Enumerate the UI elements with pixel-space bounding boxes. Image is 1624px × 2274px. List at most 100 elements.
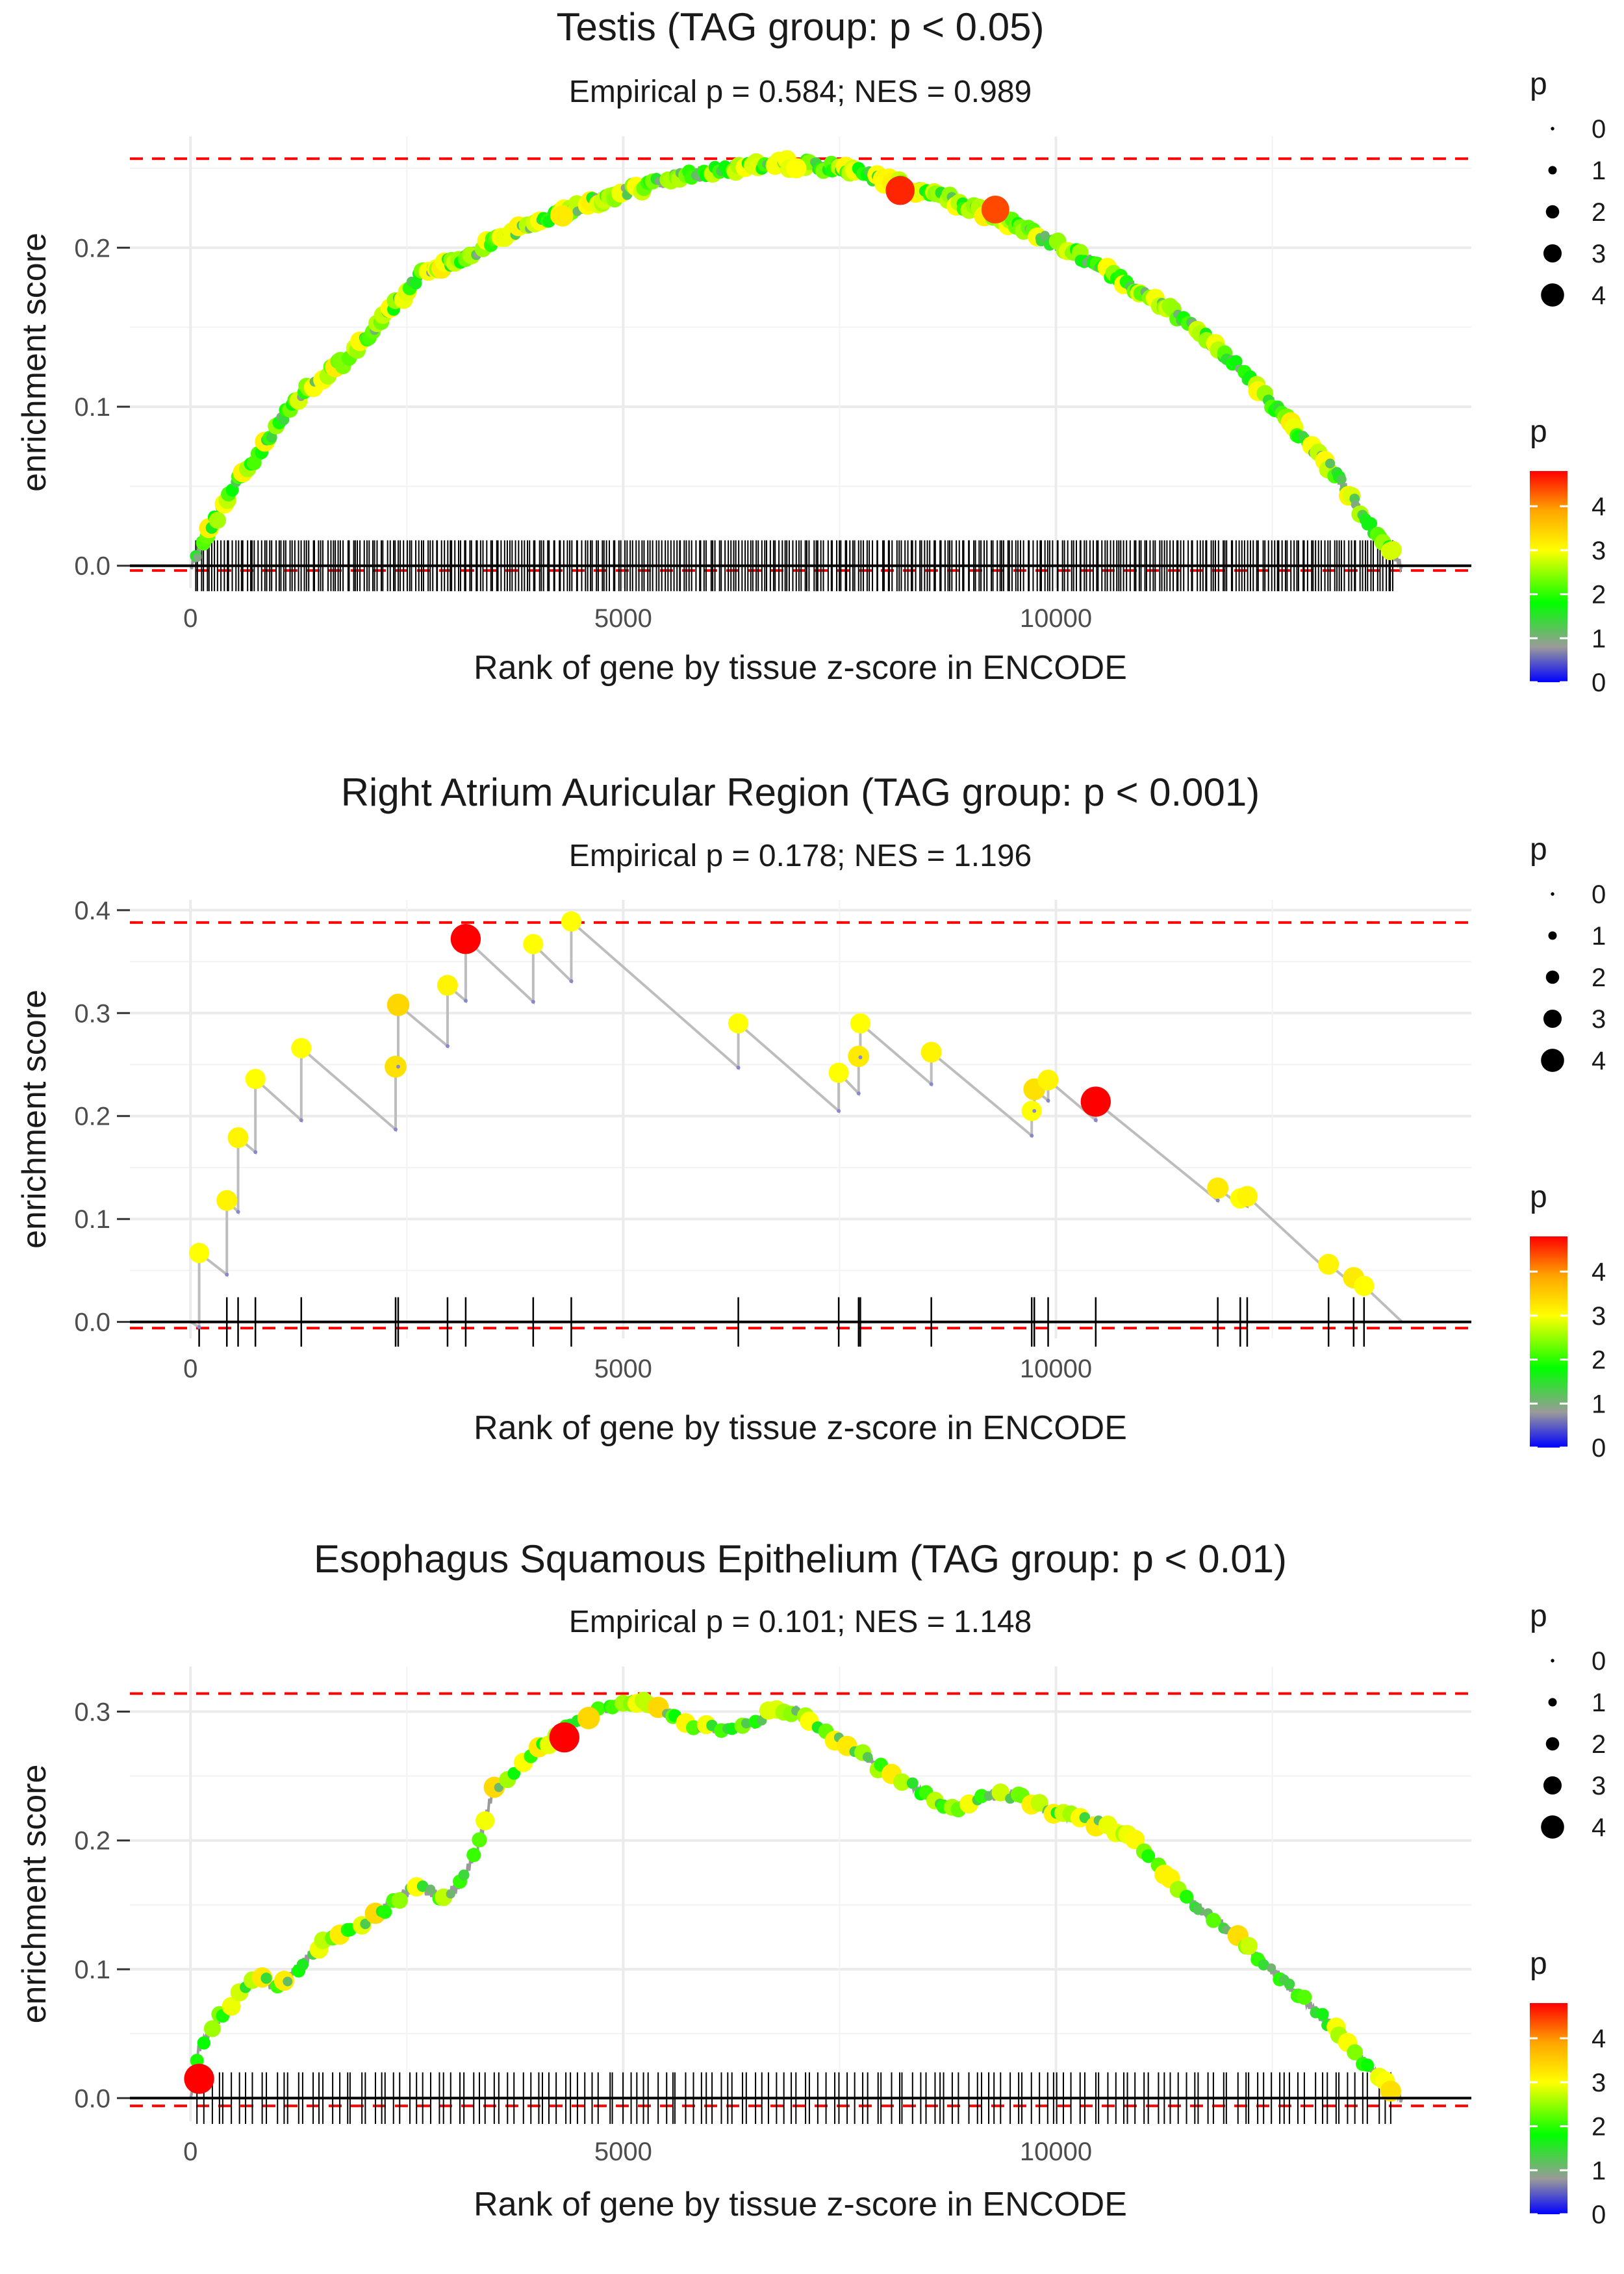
hit-point [216, 1190, 238, 1211]
miss-point [445, 1044, 450, 1048]
hit-point [1325, 458, 1336, 469]
size-legend-key [1541, 1815, 1564, 1839]
colorbar [1530, 2003, 1567, 2214]
hit-point [828, 1062, 849, 1083]
chart-title: Esophagus Squamous Epithelium (TAG group… [314, 1537, 1287, 1581]
colorbar-label: 0 [1592, 669, 1606, 697]
hit-point [458, 1869, 470, 1881]
y-tick-label: 0.4 [74, 897, 110, 925]
hit-point [507, 1767, 521, 1780]
hit-point [209, 511, 226, 529]
hit-point [523, 934, 544, 954]
miss-point [1215, 1198, 1220, 1203]
miss-point [858, 1055, 863, 1060]
colorbar-label: 1 [1592, 1390, 1606, 1418]
size-legend-label: 1 [1592, 1689, 1606, 1717]
hit-point [446, 1889, 455, 1899]
hit-point [425, 1884, 436, 1895]
hit-point [1079, 1812, 1091, 1823]
size-legend-label: 2 [1592, 1730, 1606, 1759]
y-tick-label: 0.2 [74, 1827, 110, 1856]
gridlines [130, 1667, 1471, 2121]
hit-point [245, 1069, 266, 1090]
x-axis-label: Rank of gene by tissue z-score in ENCODE [474, 1409, 1127, 1447]
hit-point [278, 414, 290, 426]
colorbar-label: 0 [1592, 2201, 1606, 2229]
size-legend-title: p [1530, 67, 1547, 101]
size-legend-key [1548, 166, 1557, 175]
size-legend-key [1543, 1009, 1562, 1028]
color-legend: p 0 1 2 3 4 [1530, 1947, 1606, 2229]
miss-point [299, 1118, 303, 1123]
size-legend-label: 2 [1592, 964, 1606, 992]
hit-point [197, 2036, 210, 2050]
hit-point [466, 1847, 481, 1863]
hit-point [1239, 1937, 1258, 1955]
miss-point [736, 1066, 741, 1070]
y-tick-label: 0.2 [74, 234, 110, 262]
hit-point [184, 2063, 214, 2094]
hit-point [296, 1958, 309, 1971]
y-axis-label: enrichment score [16, 233, 53, 492]
color-legend-title: p [1530, 415, 1547, 449]
x-tick-label: 0 [183, 2138, 197, 2166]
hit-point [552, 205, 574, 227]
x-tick-label: 10000 [1020, 1355, 1092, 1383]
size-legend-label: 3 [1592, 1005, 1606, 1034]
y-tick-label: 0.1 [74, 1205, 110, 1234]
y-tick-label: 0.3 [74, 1698, 110, 1726]
hit-point [291, 1038, 312, 1058]
color-legend-title: p [1530, 1947, 1547, 1981]
hit-point [1206, 1913, 1221, 1928]
size-legend-title: p [1530, 832, 1547, 867]
x-axis-label: Rank of gene by tissue z-score in ENCODE [474, 2186, 1127, 2223]
es-curve [189, 1694, 1404, 2103]
size-legend-key [1548, 1698, 1557, 1707]
hit-point [885, 175, 915, 205]
hit-point [1354, 1275, 1375, 1296]
size-legend-label: 1 [1592, 157, 1606, 185]
hit-point [385, 1055, 407, 1078]
panel-testis: Testis (TAG group: p < 0.05) Empirical p … [16, 5, 1606, 697]
miss-point [225, 1272, 229, 1277]
hit-point [387, 993, 410, 1016]
hit-point [728, 1013, 749, 1034]
size-legend-label: 3 [1592, 240, 1606, 268]
hit-point [1179, 1889, 1194, 1904]
size-legend-key [1541, 283, 1564, 307]
hit-point [227, 1127, 249, 1149]
hit-point [450, 924, 481, 954]
hit-point [416, 1880, 429, 1892]
colorbar-label: 4 [1592, 2025, 1606, 2053]
hit-point [974, 1789, 989, 1804]
color-legend-title: p [1530, 1180, 1547, 1214]
hit-point [991, 1783, 1010, 1802]
miss-point [856, 1091, 861, 1095]
es-line [189, 1694, 1404, 2103]
size-legend-label: 4 [1592, 281, 1606, 310]
size-legend-key [1543, 1776, 1562, 1795]
hit-point [1080, 1086, 1111, 1117]
size-legend-title: p [1530, 1599, 1547, 1633]
colorbar-label: 4 [1592, 492, 1606, 521]
x-tick-label: 5000 [594, 2138, 652, 2166]
hit-point [1316, 2008, 1329, 2021]
size-legend-key [1541, 1049, 1564, 1072]
es-curve [190, 918, 1403, 1330]
colorbar-label: 2 [1592, 581, 1606, 609]
colorbar-label: 3 [1592, 2069, 1606, 2097]
hit-point [437, 975, 458, 996]
miss-point [236, 1210, 240, 1214]
miss-point [1093, 1118, 1098, 1123]
es-line [189, 157, 1404, 574]
hit-point [1236, 1186, 1258, 1207]
miss-point [531, 999, 535, 1004]
size-legend: p 0 1 2 3 4 [1530, 1599, 1606, 1842]
hit-point [472, 1832, 487, 1848]
hit-point [1380, 2080, 1401, 2102]
es-line [190, 918, 1403, 1330]
y-tick-label: 0.1 [74, 1956, 110, 1984]
hit-point [981, 196, 1009, 224]
size-legend-key [1545, 1737, 1560, 1751]
size-legend-label: 4 [1592, 1813, 1606, 1842]
